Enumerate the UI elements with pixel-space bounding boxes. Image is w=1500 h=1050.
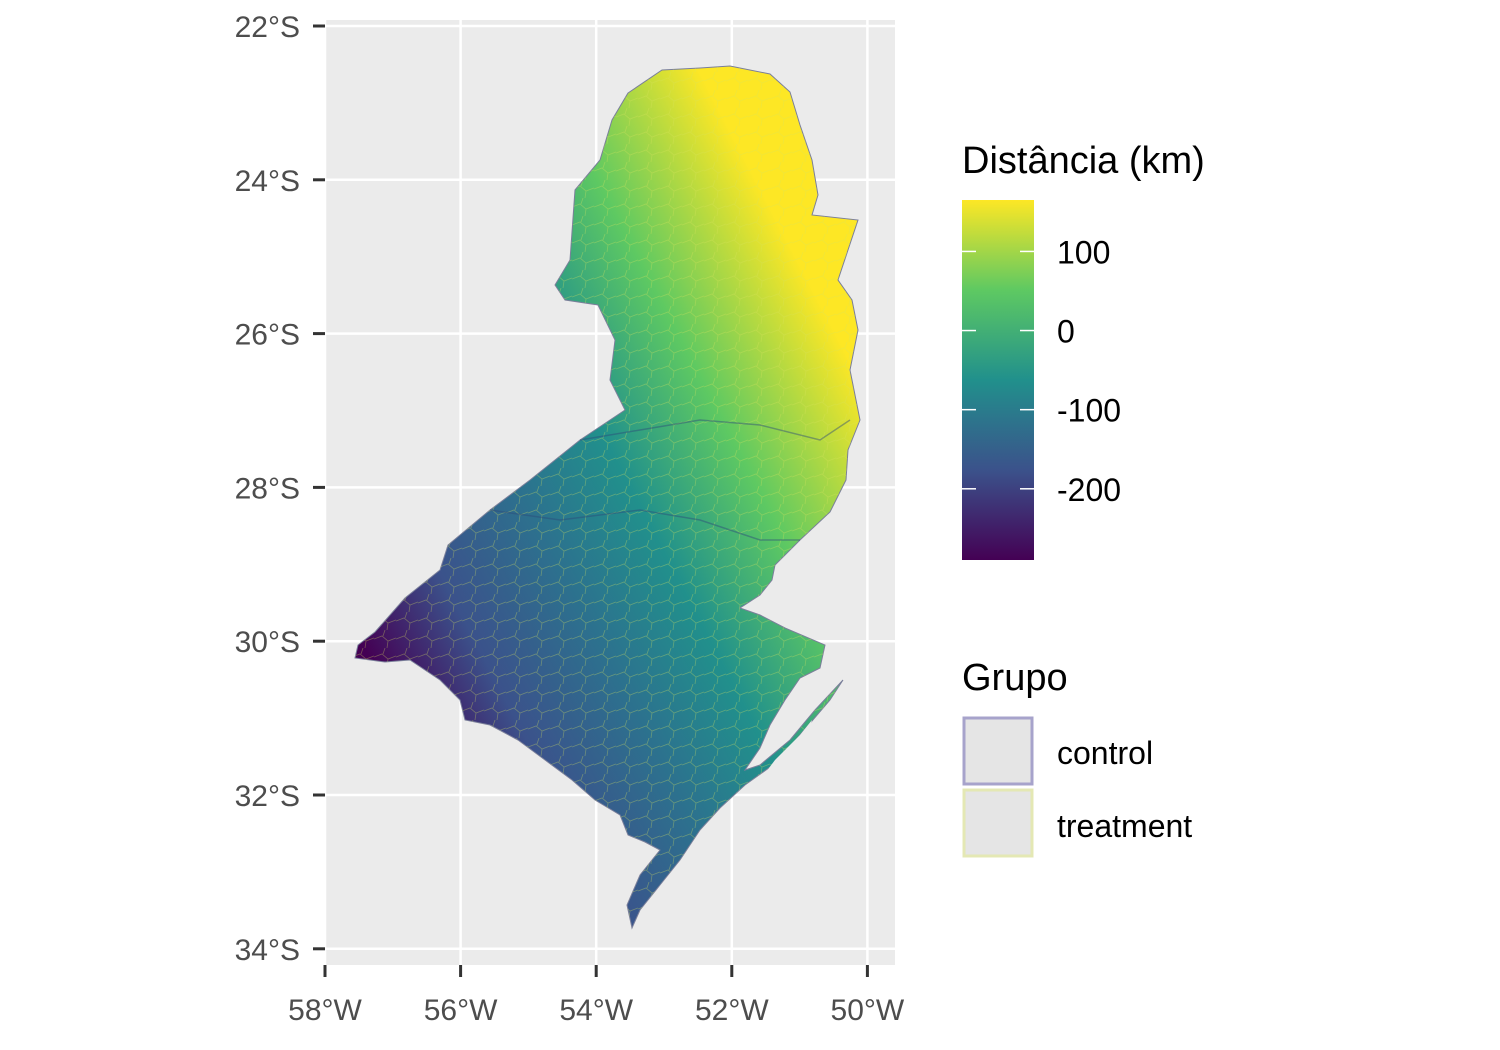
x-tick-label: 52°W [695, 994, 769, 1027]
colorbar-label: 0 [1057, 314, 1075, 350]
y-tick-label: 22°S [235, 11, 300, 44]
legend-distance: Distância (km) 100 0 -100 -200 [962, 140, 1205, 560]
y-tick-label: 34°S [235, 934, 300, 967]
y-tick-label: 28°S [235, 472, 300, 505]
colorbar-label: -100 [1057, 393, 1121, 429]
legend-label-control: control [1057, 735, 1153, 771]
municipality-borders [355, 66, 860, 928]
legend-label-treatment: treatment [1057, 808, 1192, 844]
y-tick-label: 30°S [235, 626, 300, 659]
colorbar-ticks: 100 0 -100 -200 [962, 234, 1121, 508]
lagoon [760, 720, 812, 790]
x-tick-label: 54°W [559, 994, 633, 1027]
y-tick-label: 32°S [235, 780, 300, 813]
state-boundary-pr-sc [579, 419, 851, 441]
y-tick-label: 26°S [235, 319, 300, 352]
colorbar [962, 200, 1034, 560]
y-axis: 22°S 24°S 26°S 28°S 30°S 32°S 34°S [235, 11, 325, 967]
colorbar-label: -200 [1057, 472, 1121, 508]
y-tick-label: 24°S [235, 165, 300, 198]
x-tick-label: 56°W [424, 994, 498, 1027]
legend-key-control [962, 716, 1034, 786]
legend-group: Grupo control treatment [962, 657, 1192, 858]
legend-distance-title: Distância (km) [962, 140, 1205, 182]
colorbar-label: 100 [1057, 234, 1110, 270]
legend-group-title: Grupo [962, 657, 1068, 699]
x-tick-label: 50°W [831, 994, 905, 1027]
municipality-map [354, 65, 861, 930]
state-boundary-sc-rs [489, 509, 800, 541]
x-tick-label: 58°W [288, 994, 362, 1027]
x-axis: 58°W 56°W 54°W 52°W 50°W [288, 965, 905, 1027]
legend-key-treatment [962, 788, 1034, 858]
